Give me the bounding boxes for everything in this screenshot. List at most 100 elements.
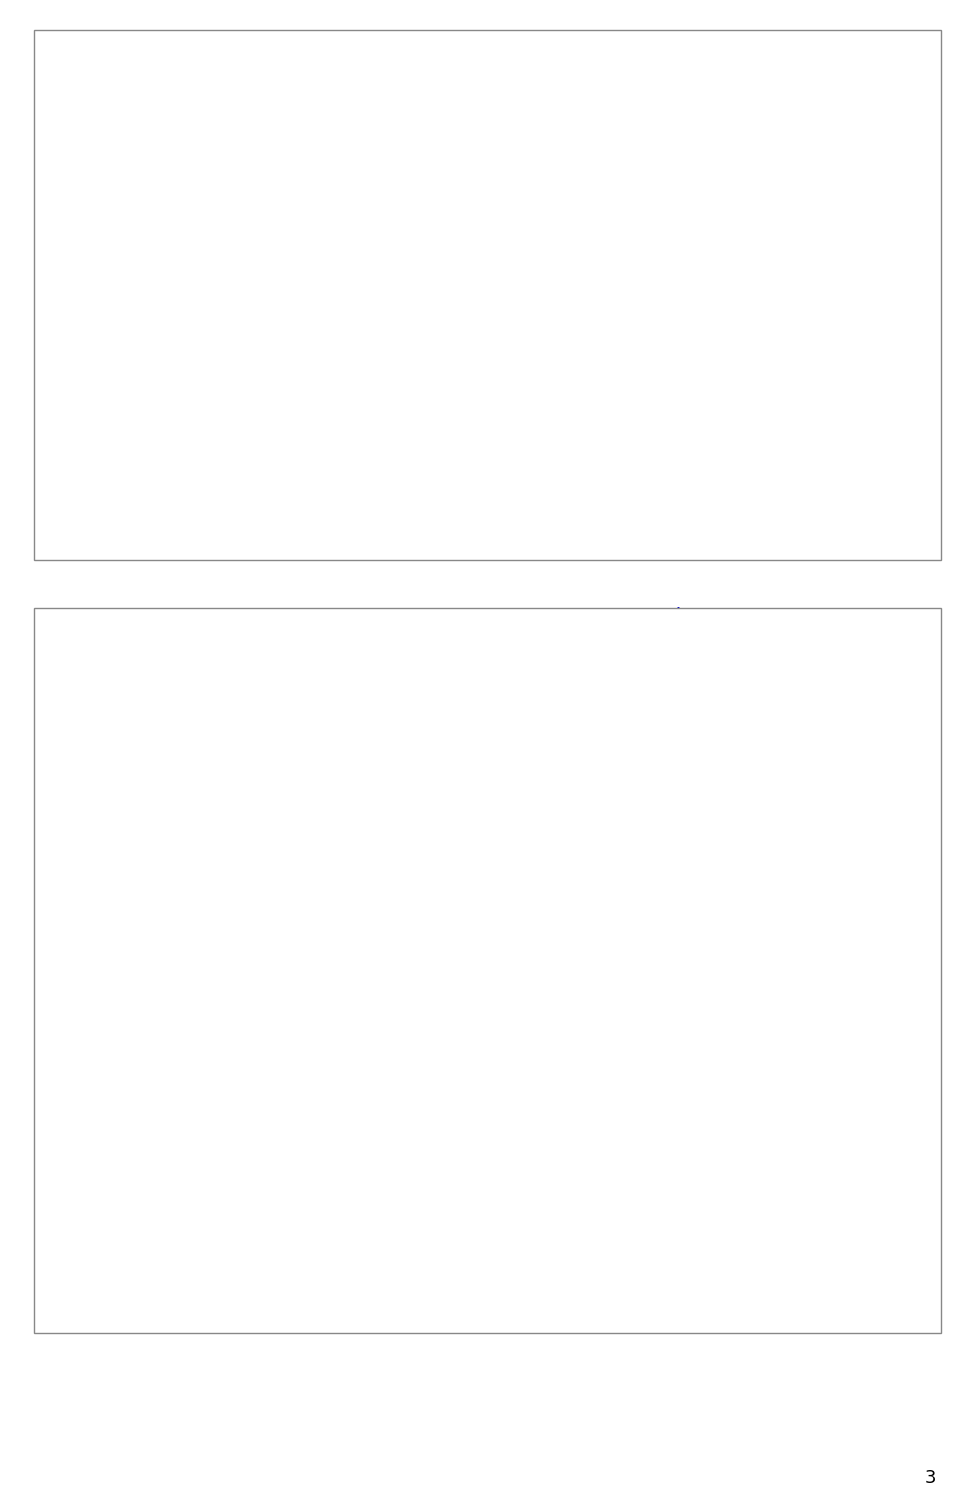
Bar — [593, 868, 603, 1183]
Text: 846: 846 — [650, 387, 671, 397]
Bar — [704, 287, 748, 329]
Text: 2 167: 2 167 — [869, 339, 900, 350]
Bar — [290, 835, 300, 1183]
Bar — [605, 321, 716, 369]
Bar — [268, 369, 380, 415]
Bar — [716, 321, 828, 369]
Bar — [34, 321, 941, 369]
Bar — [691, 874, 701, 1183]
Text: Source: Market Pulse 2008 07 23
A07.ppt: Source: Market Pulse 2008 07 23 A07.ppt — [38, 1243, 187, 1262]
Bar — [822, 813, 830, 1183]
Text: 3 596: 3 596 — [196, 387, 228, 397]
Bar — [648, 872, 657, 1183]
Bar — [236, 856, 245, 1183]
Bar — [474, 837, 484, 1183]
Bar — [34, 415, 941, 463]
Bar — [605, 369, 716, 415]
Bar — [800, 831, 809, 1183]
Bar — [175, 258, 218, 329]
Bar — [268, 321, 380, 369]
Text: +1.2%: +1.2% — [418, 435, 455, 445]
Bar — [128, 917, 136, 1183]
Bar — [518, 311, 562, 329]
Text: +3.0%: +3.0% — [305, 435, 343, 445]
Text: 896: 896 — [538, 387, 559, 397]
Bar — [323, 819, 332, 1183]
Bar — [377, 826, 386, 1183]
Bar — [746, 838, 755, 1183]
Text: -1.8%: -1.8% — [196, 435, 228, 445]
Bar — [131, 260, 175, 329]
Bar — [681, 872, 689, 1183]
Bar — [380, 369, 492, 415]
Bar — [832, 823, 842, 1183]
Text: +15.6%: +15.6% — [526, 435, 571, 445]
Bar — [380, 321, 492, 369]
Bar — [192, 893, 202, 1183]
Text: +4.4%: +4.4% — [641, 435, 680, 445]
Bar — [464, 832, 472, 1183]
Bar — [345, 837, 353, 1183]
Text: Source:Market Pulse 2008 06 24
B18.ppt: Source:Market Pulse 2008 06 24 B18.ppt — [38, 463, 184, 483]
Bar — [204, 896, 212, 1183]
Bar — [312, 822, 321, 1183]
Bar — [279, 829, 288, 1183]
Bar — [669, 872, 679, 1183]
Bar — [214, 901, 224, 1183]
Text: 2002: 2002 — [156, 1222, 185, 1236]
Text: 2008: 2008 — [893, 1222, 923, 1236]
Bar — [453, 832, 462, 1183]
Bar — [333, 837, 343, 1183]
Bar — [40, 327, 57, 363]
Bar — [583, 849, 592, 1183]
Bar — [149, 919, 158, 1183]
Bar — [442, 831, 451, 1183]
Bar — [659, 871, 668, 1183]
Bar — [724, 878, 733, 1183]
Bar — [572, 850, 581, 1183]
Text: Changes: Changes — [40, 415, 90, 426]
Text: 2 160: 2 160 — [756, 339, 788, 350]
Bar — [507, 828, 516, 1183]
Bar — [789, 838, 798, 1183]
Bar — [160, 880, 169, 1183]
Bar — [605, 870, 613, 1183]
Bar — [876, 816, 885, 1183]
Bar — [828, 415, 941, 463]
Bar — [34, 369, 156, 415]
Bar — [517, 816, 527, 1183]
Text: 000 Tonnes: 000 Tonnes — [36, 155, 99, 166]
Bar — [300, 826, 310, 1183]
Text: 1 912: 1 912 — [869, 387, 900, 397]
Bar — [843, 826, 852, 1183]
Text: +13.3%: +13.3% — [862, 435, 907, 445]
Bar — [181, 881, 191, 1183]
Text: 2005: 2005 — [545, 1222, 575, 1236]
Text: 2006: 2006 — [676, 1222, 706, 1236]
Bar — [366, 832, 375, 1183]
Text: 2008: 2008 — [64, 339, 93, 350]
Bar — [420, 826, 429, 1183]
Bar — [529, 813, 538, 1183]
Bar — [106, 862, 115, 1183]
Text: 3: 3 — [924, 1469, 936, 1487]
Bar — [908, 817, 918, 1183]
Text: 6 465: 6 465 — [308, 387, 340, 397]
Bar — [289, 202, 332, 329]
Bar — [225, 898, 234, 1183]
Text: 883: 883 — [650, 339, 671, 350]
Text: 2007: 2007 — [805, 1222, 835, 1236]
Bar — [734, 859, 744, 1183]
Bar — [398, 817, 408, 1183]
Bar — [171, 896, 180, 1183]
Bar — [388, 819, 396, 1183]
Text: 1 036: 1 036 — [533, 339, 564, 350]
Text: 2007: 2007 — [64, 387, 93, 397]
Text: 6 656: 6 656 — [308, 339, 340, 350]
Bar — [828, 369, 941, 415]
Text: 1 693: 1 693 — [756, 387, 788, 397]
Bar — [589, 311, 633, 329]
Bar — [355, 853, 365, 1183]
Text: +27.6%: +27.6% — [750, 435, 795, 445]
Bar — [919, 820, 928, 1183]
